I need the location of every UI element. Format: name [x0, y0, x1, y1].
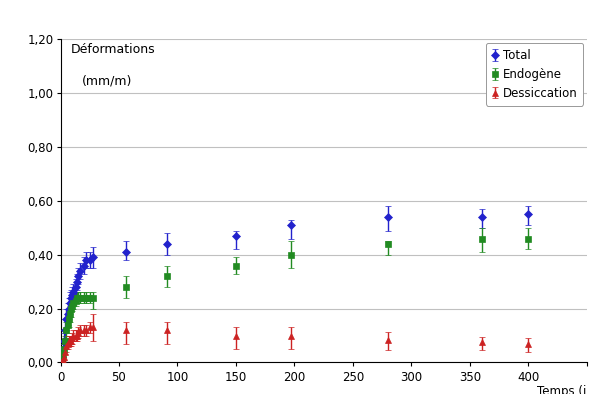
Text: (mm/m): (mm/m) [82, 75, 132, 88]
Text: Temps (j: Temps (j [537, 385, 587, 394]
Legend: Total, Endogène, Dessiccation: Total, Endogène, Dessiccation [486, 43, 583, 106]
Text: Déformations: Déformations [71, 43, 155, 56]
